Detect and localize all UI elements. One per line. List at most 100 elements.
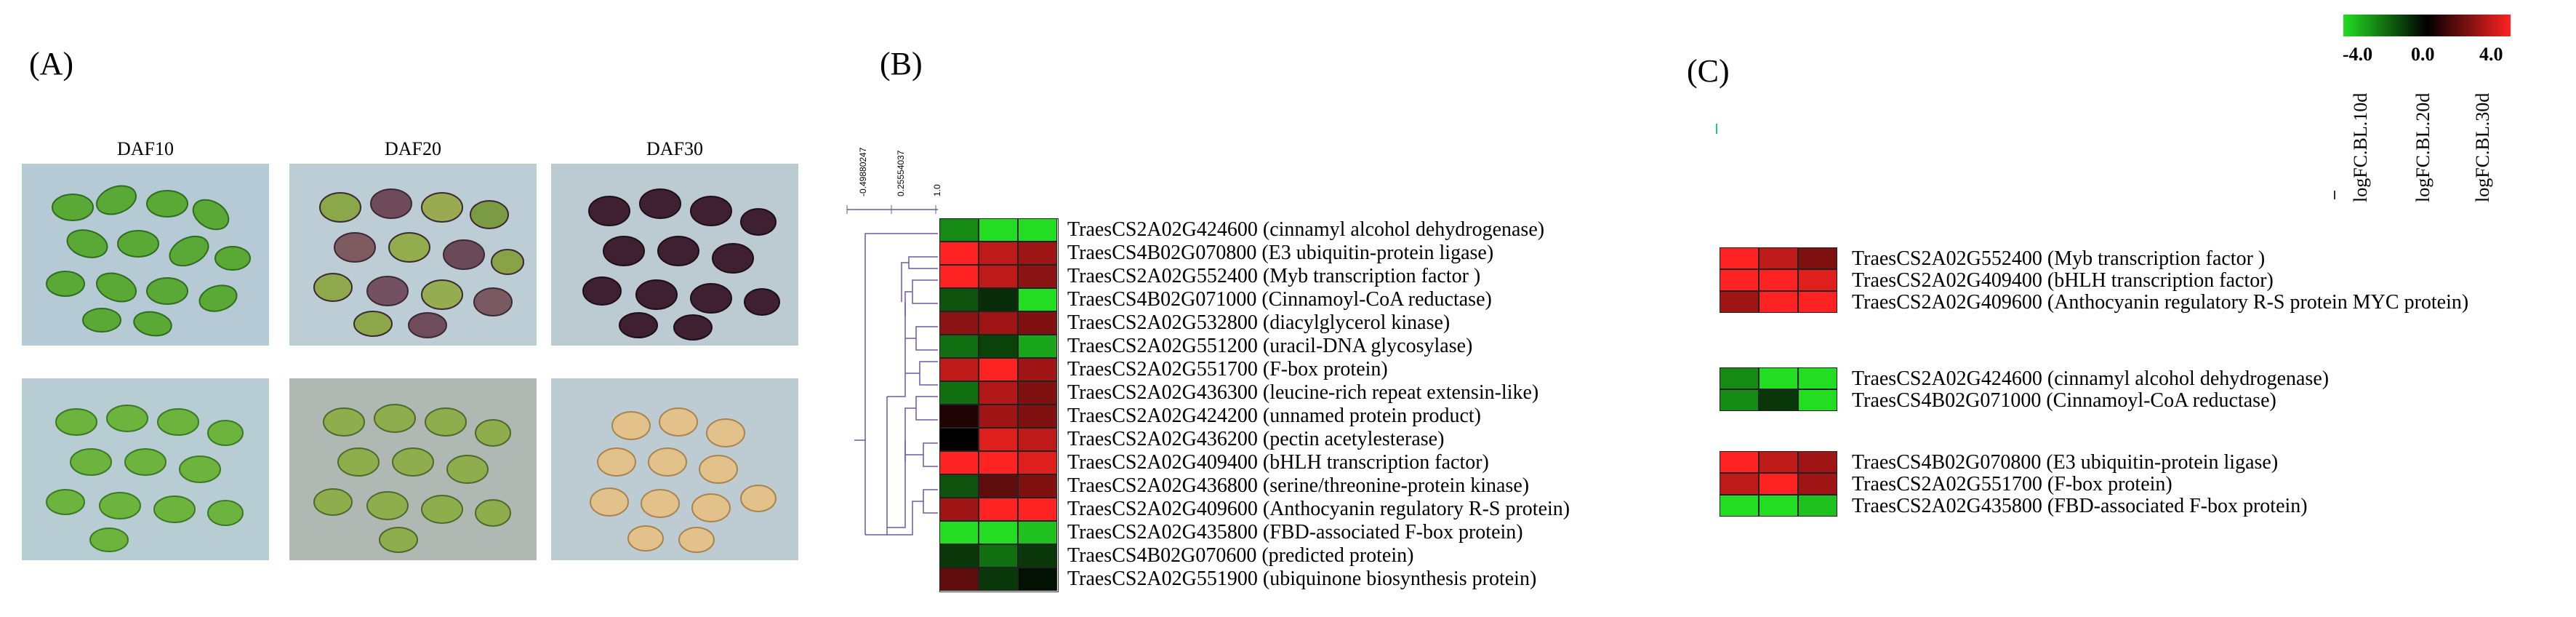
green-tick-mark — [1716, 124, 1717, 134]
heatmap-b-cell — [1018, 451, 1057, 474]
heatmap-b-cell — [1018, 265, 1057, 288]
dendro-tick-2: 1.0 — [932, 184, 942, 196]
column-label-10d: logFC.BL.10d — [2350, 92, 2371, 202]
heatmap-c-cell — [1720, 451, 1759, 473]
heatmap-c-cell — [1759, 247, 1798, 269]
daf30-label: DAF30 — [646, 138, 703, 159]
heatmap-b-cell — [979, 405, 1018, 428]
dendrogram-tree — [854, 233, 938, 536]
heatmap-b-cell — [1018, 498, 1057, 521]
heatmap-b-cell — [939, 288, 979, 311]
daf20-label: DAF20 — [384, 138, 441, 159]
seed-photo-daf10-white — [22, 378, 269, 560]
heatmap-b-cell — [979, 218, 1018, 242]
scale-mid-label: 0.0 — [2411, 44, 2435, 65]
heatmap-c-cell — [1720, 367, 1759, 389]
heatmap-b-cell — [979, 568, 1018, 591]
heatmap-c-cell — [1798, 451, 1837, 473]
heatmap-c-gene-label: TraesCS2A02G435800 (FBD-associated F-box… — [1852, 495, 2308, 517]
seed-photo-daf30-white — [551, 378, 798, 560]
heatmap-b-cell — [1018, 544, 1057, 568]
heatmap-b-gene-label: TraesCS2A02G424200 (unnamed protein prod… — [1067, 405, 1482, 427]
heatmap-b-cell — [979, 544, 1018, 568]
heatmap-b-cell — [939, 521, 979, 544]
heatmap-c-cell — [1720, 291, 1759, 313]
seed-photo-daf20-purple — [289, 164, 537, 346]
heatmap-b-cell — [1018, 242, 1057, 265]
color-scale-bar — [2343, 15, 2511, 36]
seed-photo-daf20-white — [289, 378, 537, 560]
heatmap-c-gene-label: TraesCS2A02G409600 (Anthocyanin regulato… — [1852, 291, 2469, 314]
daf10-label: DAF10 — [116, 138, 174, 159]
scale-min-label: -4.0 — [2343, 44, 2373, 65]
heatmap-b-cell — [979, 335, 1018, 358]
heatmap-c-cell — [1798, 269, 1837, 291]
heatmap-b-gene-label: TraesCS2A02G551200 (uracil-DNA glycosyla… — [1067, 335, 1473, 357]
heatmap-b-cell — [1018, 381, 1057, 405]
heatmap-b-gene-label: TraesCS4B02G071000 (Cinnamoyl-CoA reduct… — [1067, 288, 1492, 311]
heatmap-c-cell — [1798, 367, 1837, 389]
heatmap-b-gene-label: TraesCS2A02G409600 (Anthocyanin regulato… — [1067, 498, 1570, 520]
heatmap-b-cell — [979, 242, 1018, 265]
heatmap-b-cell — [939, 498, 979, 521]
heatmap-b-cell — [979, 474, 1018, 498]
heatmap-b-cell — [1018, 568, 1057, 591]
heatmap-c-gene-label: TraesCS2A02G552400 (Myb transcription fa… — [1852, 247, 2266, 270]
heatmap-b-cell — [979, 428, 1018, 451]
heatmap-b-cell — [939, 544, 979, 568]
heatmap-b-gene-label: TraesCS2A02G409400 (bHLH transcription f… — [1067, 451, 1489, 474]
heatmap-b-gene-label: TraesCS2A02G436200 (pectin acetylesteras… — [1067, 428, 1445, 450]
heatmap-c-gene-label: TraesCS2A02G424600 (cinnamyl alcohol deh… — [1852, 367, 2330, 390]
heatmap-b-cell — [1018, 288, 1057, 311]
dendro-tick-1: 0.25554037 — [896, 150, 906, 196]
heatmap-b-cell — [939, 265, 979, 288]
heatmap-c-cell — [1798, 473, 1837, 495]
heatmap-b-gene-label: TraesCS2A02G551900 (ubiquinone biosynthe… — [1067, 568, 1537, 590]
heatmap-b-cell — [1018, 474, 1057, 498]
heatmap-c-cell — [1720, 247, 1759, 269]
heatmap-b-cell — [979, 311, 1018, 335]
heatmap-c-cell — [1720, 495, 1759, 517]
heatmap-b-cell — [1018, 405, 1057, 428]
heatmap-c-cell — [1798, 291, 1837, 313]
heatmap-c-gene-label: TraesCS2A02G409400 (bHLH transcription f… — [1852, 269, 2274, 292]
heatmap-b-cell — [979, 358, 1018, 381]
heatmap-b-gene-label: TraesCS2A02G436300 (leucine-rich repeat … — [1067, 381, 1539, 404]
heatmap-b-cell — [939, 381, 979, 405]
heatmap-c-cell — [1759, 389, 1798, 411]
heatmap-c-cell — [1759, 473, 1798, 495]
heatmap-b-gene-label: TraesCS4B02G070800 (E3 ubiquitin-protein… — [1067, 242, 1494, 264]
heatmap-b-cell — [979, 288, 1018, 311]
heatmap-c-cell — [1720, 389, 1759, 411]
heatmap-b-gene-label: TraesCS2A02G532800 (diacylglycerol kinas… — [1067, 311, 1450, 334]
column-label-20d: logFC.BL.20d — [2412, 92, 2433, 202]
seed-photo-daf10-purple — [22, 164, 269, 346]
heatmap-b-cell — [939, 405, 979, 428]
heatmap-c-cell — [1759, 291, 1798, 313]
black-tick-mark — [2334, 191, 2335, 199]
heatmap-b-cell — [979, 498, 1018, 521]
heatmap-b-gene-label: TraesCS2A02G435800 (FBD-associated F-box… — [1067, 521, 1523, 544]
heatmap-b-cell — [979, 451, 1018, 474]
heatmap-b-cell — [939, 568, 979, 591]
heatmap-b-cell — [979, 521, 1018, 544]
column-label-30d: logFC.BL.30d — [2472, 92, 2493, 202]
heatmap-b-cell — [1018, 358, 1057, 381]
heatmap-b-cell — [939, 474, 979, 498]
scale-max-label: 4.0 — [2479, 44, 2503, 65]
heatmap-b-cell — [939, 358, 979, 381]
heatmap-c-gene-label: TraesCS4B02G071000 (Cinnamoyl-CoA reduct… — [1852, 389, 2276, 412]
heatmap-b-gene-label: TraesCS2A02G551700 (F-box protein) — [1067, 358, 1388, 381]
heatmap-b-cell — [939, 428, 979, 451]
heatmap-b-cell — [939, 218, 979, 242]
panel-c-letter: (C) — [1687, 53, 1730, 89]
heatmap-c-cell — [1759, 495, 1798, 517]
heatmap-b-gene-label: TraesCS4B02G070600 (predicted protein) — [1067, 544, 1414, 567]
heatmap-c-cell — [1798, 389, 1837, 411]
heatmap-b-gene-label: TraesCS2A02G436800 (serine/threonine-pro… — [1067, 474, 1530, 497]
heatmap-c-cell — [1759, 451, 1798, 473]
heatmap-c-cell — [1798, 495, 1837, 517]
heatmap-b-cell — [1018, 521, 1057, 544]
heatmap-b-cell — [939, 451, 979, 474]
dendro-tick-0: -0.49880247 — [858, 147, 868, 196]
